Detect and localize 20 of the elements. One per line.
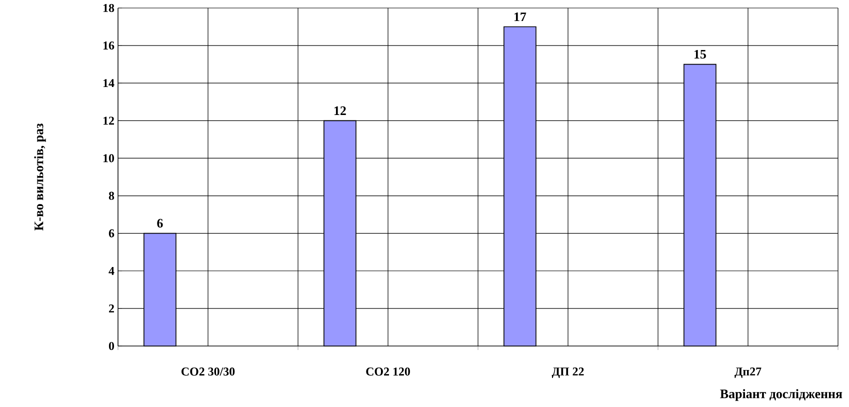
data-label: 17 xyxy=(514,12,526,22)
x-tick-label: ДП 22 xyxy=(552,368,584,378)
y-tick-label: 14 xyxy=(103,79,114,88)
x-axis-title: Варіант дослідження xyxy=(720,389,842,401)
y-tick-label: 8 xyxy=(108,192,114,200)
data-label: 15 xyxy=(694,50,706,59)
y-axis-title: К-во вильотів, раз xyxy=(34,124,46,231)
y-tick-label: 4 xyxy=(108,266,114,275)
x-tick-label: Дп27 xyxy=(734,368,762,378)
data-label: 6 xyxy=(157,218,163,228)
x-tick-label: CO2 30/30 xyxy=(182,368,235,376)
y-tick-label: 2 xyxy=(109,304,114,312)
y-tick-label: 16 xyxy=(103,42,114,50)
data-label: 12 xyxy=(334,106,346,115)
x-tick-label: CO2 120 xyxy=(366,368,410,376)
y-tick-label: 12 xyxy=(103,116,114,125)
y-tick-label: 0 xyxy=(108,342,114,350)
y-tick-label: 18 xyxy=(103,4,114,12)
y-tick-label: 10 xyxy=(103,154,114,162)
y-tick-label: 6 xyxy=(108,229,114,238)
